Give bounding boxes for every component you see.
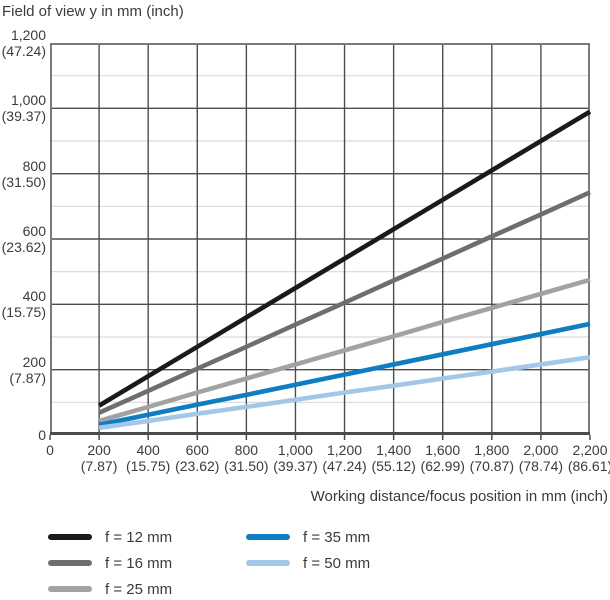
legend-label: f = 16 mm: [105, 554, 173, 572]
legend-column-left: f = 12 mm f = 16 mm f = 25 mm: [48, 524, 172, 600]
legend-label: f = 35 mm: [303, 528, 371, 546]
y-tick-label: 800 (31.50): [1, 157, 46, 190]
chart-title: Field of view y in mm (inch): [2, 3, 184, 20]
x-tick-label: 800 (31.50): [224, 442, 269, 474]
x-tick-label: 600 (23.62): [175, 442, 220, 474]
series-line: [97, 109, 592, 408]
legend-swatch: [246, 560, 290, 566]
x-tick-label: 1,200 (47.24): [322, 442, 367, 474]
y-tick-label: 600 (23.62): [1, 223, 46, 255]
legend-item: f = 25 mm: [48, 576, 172, 600]
legend-item: f = 50 mm: [246, 550, 370, 576]
legend-swatch: [48, 534, 92, 540]
y-tick-label: 200 (7.87): [9, 353, 46, 386]
legend-swatch: [246, 534, 290, 540]
y-tick-label: 1,000 (39.37): [1, 92, 46, 125]
x-tick-label: 0: [46, 442, 54, 458]
legend-swatch: [48, 560, 92, 566]
series-line: [98, 277, 591, 424]
legend-item: f = 35 mm: [246, 524, 370, 550]
series-line: [98, 321, 591, 428]
legend-label: f = 50 mm: [303, 554, 371, 572]
y-tick-label: 1,200 (47.24): [1, 27, 46, 59]
x-tick-label: 1,000 (39.37): [273, 442, 318, 474]
x-tick-label: 2,000 (78.74): [518, 442, 564, 474]
x-tick-label: 400 (15.75): [125, 442, 171, 474]
legend-column-right: f = 35 mm f = 50 mm: [246, 524, 370, 576]
legend-label: f = 25 mm: [105, 580, 173, 598]
x-tick-label: 200 (7.87): [80, 442, 118, 474]
x-tick-label: 2,200 (86.61): [567, 442, 610, 474]
legend-item: f = 12 mm: [48, 524, 172, 550]
legend-item: f = 16 mm: [48, 550, 172, 576]
series-line: [98, 190, 591, 415]
legend-swatch: [48, 586, 92, 592]
x-tick-label: 1,800 (70.87): [469, 442, 514, 474]
series-line: [98, 354, 591, 431]
x-tick-label: 1,600 (62.99): [420, 442, 465, 474]
plot-area: [49, 43, 592, 440]
x-tick-label: 1,400 (55.12): [371, 442, 416, 474]
y-tick-label: 400 (15.75): [1, 288, 46, 321]
y-tick-label: 0: [38, 427, 46, 443]
plot-svg: [49, 43, 592, 440]
legend-label: f = 12 mm: [105, 528, 173, 546]
x-axis-title: Working distance/focus position in mm (i…: [310, 488, 608, 505]
